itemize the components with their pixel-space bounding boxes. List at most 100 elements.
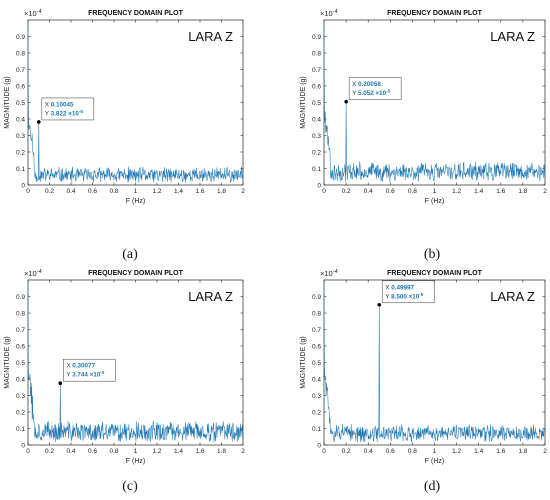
x-axis-label: F (Hz): [425, 198, 444, 205]
x-axis-label: F (Hz): [126, 198, 145, 205]
y-tick-label: 0.6: [16, 343, 25, 350]
panel-caption: (d): [424, 479, 441, 494]
y-tick-label: 0.6: [312, 83, 321, 90]
y-tick-label: 0.9: [312, 294, 321, 301]
spectrum-series-line: [323, 283, 546, 443]
x-tick-label: 2: [543, 188, 547, 195]
x-tick-label: 1: [433, 188, 437, 195]
plot-area: [323, 19, 546, 186]
y-tick-label: 0.2: [16, 409, 25, 416]
y-exponent-label: ×10-4: [320, 269, 338, 278]
y-tick-label: 0: [21, 182, 25, 189]
x-tick-label: 1.8: [518, 188, 527, 195]
y-axis-label: MAGNITUDE (g): [4, 336, 11, 389]
datatip-y-label: Y: [385, 293, 391, 300]
x-tick-label: 1.6: [195, 448, 204, 455]
panel-caption: (c): [122, 479, 138, 494]
peak-marker: [344, 99, 348, 104]
y-tick-label: 0.7: [16, 67, 25, 74]
y-tick-label: 0.4: [16, 116, 25, 123]
chart-panel-1: FREQUENCY DOMAIN PLOT ×10-4 0 0.2 0.4 0.6 0.8 1…: [4, 9, 245, 262]
y-tick-label: 0.5: [312, 100, 321, 107]
x-tick-label: 0: [322, 188, 326, 195]
datatip-x-value: 0.49997: [391, 284, 414, 291]
datatip-x-value: 0.20058: [358, 81, 381, 88]
x-tick-label: 0.4: [66, 188, 75, 195]
datatip-y-value: 3.822 ×10: [51, 110, 80, 117]
y-exponent-power: -4: [333, 9, 338, 15]
y-tick-label: 0.4: [16, 376, 25, 383]
datatip-y-power: -5: [79, 109, 83, 114]
datatip-box: [63, 358, 116, 382]
y-exponent-label: ×10-4: [320, 9, 338, 18]
peak-marker: [377, 302, 382, 307]
y-tick-label: 0.7: [16, 327, 25, 334]
datatip-y-label: Y: [66, 372, 72, 379]
x-tick-label: 0.2: [342, 188, 351, 195]
x-tick-label: 0.4: [364, 188, 373, 195]
datatip-y-value: 8.500 ×10: [391, 293, 420, 300]
x-tick-label: 1.2: [152, 448, 161, 455]
chart-panel-3: FREQUENCY DOMAIN PLOT ×10-4 0 0.2 0.4 0.6 0.8 1…: [4, 269, 245, 494]
peak-marker: [36, 120, 41, 124]
x-tick-label: 0.6: [88, 448, 97, 455]
y-axis-label: MAGNITUDE (g): [4, 76, 11, 129]
y-tick-label: 0.2: [16, 149, 25, 156]
x-tick-label: 2: [241, 448, 245, 455]
datatip-y-power: -5: [419, 292, 423, 297]
datatip-y-label: Y: [352, 90, 358, 97]
datatip-y-power: -5: [386, 89, 390, 94]
x-tick-label: 0.2: [45, 448, 54, 455]
datatip-box: [41, 97, 95, 121]
datatip-box: [348, 77, 402, 100]
x-tick-label: 1.8: [217, 188, 226, 195]
y-tick-label: 0: [21, 442, 25, 449]
x-tick-label: 2: [543, 448, 547, 455]
datatip-y-power: -5: [100, 370, 104, 375]
peak-marker: [58, 381, 63, 386]
y-tick-label: 0.3: [16, 133, 25, 140]
y-tick-label: 0.3: [16, 393, 25, 400]
lara-z-annotation: LARA Z: [490, 289, 535, 304]
datatip-y-value: 5.052 ×10: [358, 90, 387, 97]
x-tick-label: 0.2: [45, 188, 54, 195]
y-tick-label: 0.6: [312, 343, 321, 350]
chart-panel-2: FREQUENCY DOMAIN PLOT ×10-4 0 0.2 0.4 0.6 0.8 1…: [300, 9, 547, 262]
x-tick-label: 2: [241, 188, 245, 195]
y-tick-label: 0.5: [312, 360, 321, 367]
x-tick-label: 0.8: [109, 448, 118, 455]
x-axis-label: F (Hz): [126, 458, 145, 465]
panel-caption: (a): [122, 247, 138, 262]
spectrum-series-line: [27, 23, 244, 183]
x-tick-label: 1.2: [452, 448, 461, 455]
datatip-y-label: Y: [45, 110, 51, 117]
chart-title: FREQUENCY DOMAIN PLOT: [88, 270, 183, 277]
y-tick-label: 0.8: [16, 310, 25, 317]
x-tick-label: 0: [26, 448, 30, 455]
y-tick-label: 0.9: [16, 294, 25, 301]
datatip-x-value: 0.10045: [51, 101, 74, 108]
x-tick-label: 1: [134, 188, 138, 195]
datatip-y: Y 8.500 ×10-5: [385, 292, 424, 301]
y-tick-label: 0.7: [312, 327, 321, 334]
plot-area: [323, 279, 546, 446]
x-tick-label: 1.4: [174, 188, 183, 195]
datatip-x-label: X: [66, 363, 72, 370]
lara-z-annotation: LARA Z: [490, 29, 535, 44]
y-tick-label: 0.5: [16, 100, 25, 107]
datatip-y: Y 3.822 ×10-5: [45, 109, 84, 118]
x-tick-label: 0.6: [386, 188, 395, 195]
y-axis-label: MAGNITUDE (g): [300, 336, 307, 389]
x-tick-label: 0: [322, 448, 326, 455]
x-tick-label: 0: [26, 188, 30, 195]
datatip-x: X 0.30077: [66, 363, 95, 370]
x-tick-label: 1.8: [217, 448, 226, 455]
y-tick-label: 0.8: [16, 50, 25, 57]
y-tick-label: 0.5: [16, 360, 25, 367]
y-tick-label: 0.9: [312, 34, 321, 41]
y-tick-label: 0.4: [312, 376, 321, 383]
datatip-x-label: X: [45, 101, 51, 108]
y-tick-label: 0: [317, 182, 321, 189]
datatip-y: Y 5.052 ×10-5: [352, 89, 391, 98]
